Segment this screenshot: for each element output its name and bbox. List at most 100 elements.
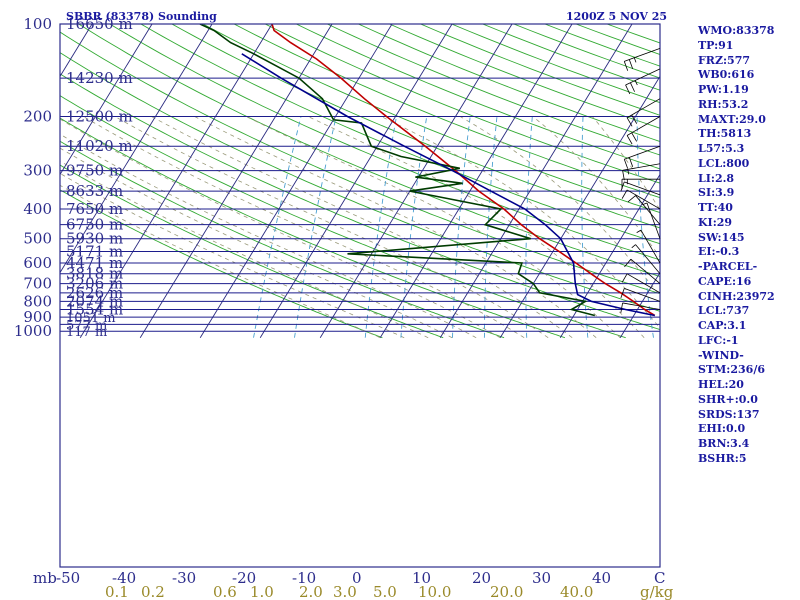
wind-barb [621,189,661,210]
wind-barb [622,163,661,181]
index-item: -WIND- [698,348,744,362]
mixing-ratio-line [581,116,589,338]
mixing-ratio-label: 5.0 [373,583,397,600]
index-item: SRDS:137 [698,407,760,421]
height-label: 577 m [66,318,107,333]
mixing-ratio-line [636,116,654,338]
pressure-tick-label: 400 [23,200,52,218]
height-label: 1051 m [66,311,116,326]
wind-barb-feather [642,202,648,206]
index-item: EHI:0.0 [698,422,746,436]
temperature-tick-label: -10 [292,569,316,587]
wind-barb-staff [626,116,661,136]
isotherm [439,24,633,338]
wind-barb-feather [622,170,625,181]
isotherm [259,24,453,338]
chart-datetime: 1200Z 5 NOV 25 [566,10,667,23]
mixing-ratio-line [400,116,428,338]
dry-adiabat [60,31,660,295]
index-item: STM:236/6 [698,363,765,377]
index-item: HEL:20 [698,378,744,391]
mixing-ratio-label: 20.0 [490,583,523,600]
pressure-tick-label: 700 [23,275,52,293]
index-item: LCL:800 [698,156,750,170]
chart-title: SBBR (83378) Sounding [66,10,217,23]
mixing-ratio-line [452,116,471,338]
mixing-ratio-unit: g/kg [640,583,674,600]
pressure-tick-label: 500 [23,230,52,248]
wind-barb-feather [631,132,638,142]
index-item: PW:1.19 [698,83,749,96]
height-label: 4471 m [66,254,123,272]
dry-adiabat [233,24,660,199]
height-label: 11020 m [66,137,133,155]
index-item: BSHR:5 [698,451,747,465]
temperature-tick-label: 0 [352,569,362,587]
wind-barb [636,229,661,264]
y-axis-unit: mb [33,569,57,587]
dry-adiabat [60,52,660,312]
dry-adiabat [108,24,660,261]
wind-barb-feather [631,114,638,124]
pressure-tick-label: 1000 [14,322,52,340]
height-label: 2626 m [66,284,123,302]
height-label: 5171 m [66,242,123,260]
sounding-traces [199,24,656,317]
height-label: 12500 m [66,107,133,125]
index-item: TH:5813 [698,127,752,141]
wind-barb-staff [622,163,661,171]
moist-adiabat [381,116,660,329]
wind-barb [626,98,661,127]
height-label: 6750 m [66,216,123,234]
index-item: TT:40 [698,201,733,214]
wind-barb [625,68,661,95]
temperature-tick-label: -30 [172,569,196,587]
moist-adiabat [246,116,621,339]
mixing-ratio-line [525,116,533,338]
wind-barb-staff [635,244,661,274]
index-item: CAP:3.1 [698,319,747,332]
wind-barb-feather [621,189,628,199]
mixing-ratio-line [294,116,337,338]
moist-adiabat [459,116,660,297]
pressure-tick-label: 900 [23,308,52,326]
isotherm [319,24,513,338]
wind-barb [623,47,661,71]
wind-barb-feather [620,181,625,192]
index-item: FRZ:577 [698,53,751,67]
wind-barb [620,181,661,196]
pressure-tick-label: 600 [23,254,52,272]
height-label: 117 m [66,325,107,340]
index-item: WMO:83378 [698,24,775,37]
height-label: 3206 m [66,275,123,293]
dry-adiabat [295,24,660,170]
dry-adiabat [264,24,660,184]
wind-barb-staff [624,288,661,302]
pressure-tick-label: 100 [23,15,52,33]
index-item: MAXT:29.0 [698,112,766,126]
height-label: 9750 m [66,162,123,180]
index-item: CINH:23972 [698,289,775,303]
x-axis-unit: C [654,569,665,587]
moist-adiabat [114,116,549,339]
dry-adiabat [326,24,660,156]
wind-barb-staff [624,145,661,160]
moist-adiabat [532,116,660,258]
dry-adiabat [60,140,505,339]
wind-barb-feather [623,61,629,71]
index-item: SI:3.9 [698,186,735,200]
isotherm [199,24,393,338]
parcel-trace [241,53,655,317]
wind-barb-feather [621,273,628,283]
wind-barb [631,244,661,274]
wind-barb-staff [626,273,661,294]
dry-adiabat [170,24,660,229]
height-label: 3818 m [66,265,123,283]
height-label: 8633 m [66,182,123,200]
moist-adiabat [60,184,381,339]
mixing-ratio-label: 3.0 [333,583,357,600]
temperature-tick-label: -40 [112,569,136,587]
mixing-ratio-line [483,116,498,338]
mixing-ratio-label: 40.0 [560,583,593,600]
